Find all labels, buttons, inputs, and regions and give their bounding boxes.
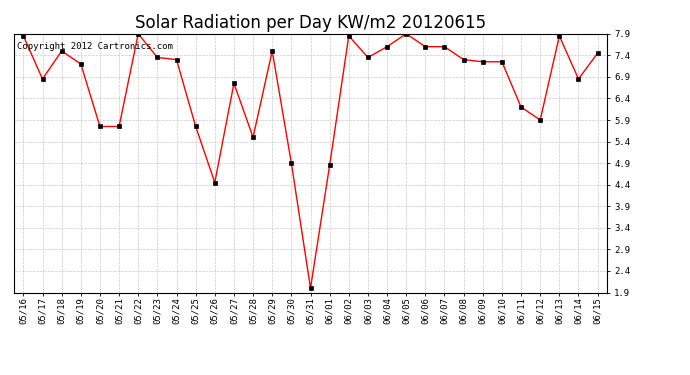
Text: Copyright 2012 Cartronics.com: Copyright 2012 Cartronics.com xyxy=(17,42,172,51)
Title: Solar Radiation per Day KW/m2 20120615: Solar Radiation per Day KW/m2 20120615 xyxy=(135,14,486,32)
